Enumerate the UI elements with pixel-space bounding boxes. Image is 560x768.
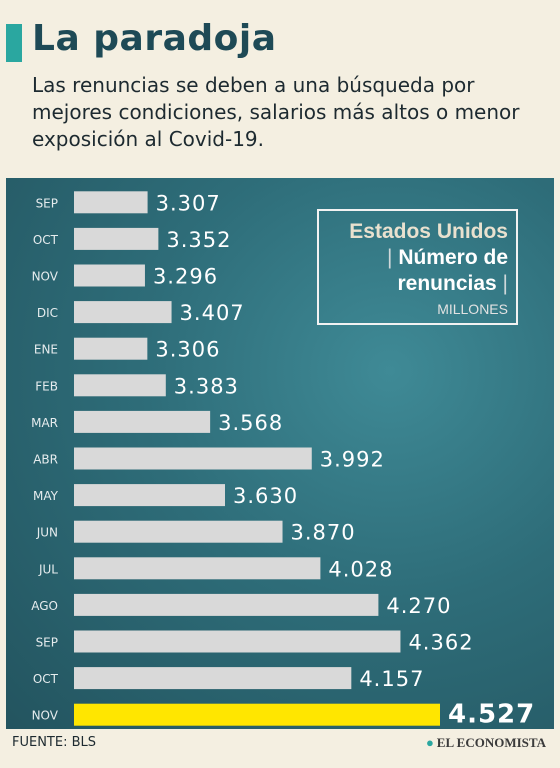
bar — [74, 630, 401, 653]
data-label: 4.028 — [328, 557, 393, 581]
data-label: 3.352 — [166, 228, 231, 252]
data-label: 4.362 — [408, 631, 473, 655]
data-label: 3.407 — [180, 301, 245, 325]
legend-unit: MILLONES — [437, 301, 508, 317]
category-label: SEP — [36, 196, 58, 210]
category-label: JUL — [38, 562, 58, 576]
bar — [74, 447, 312, 470]
category-label: NOV — [32, 709, 59, 723]
data-label: 3.296 — [153, 265, 218, 289]
bar — [74, 557, 321, 580]
category-label: NOV — [32, 270, 59, 284]
bar — [74, 520, 283, 543]
data-label: 4.157 — [359, 667, 424, 691]
legend-box: Estados Unidos | Número de renuncias | M… — [317, 209, 518, 325]
category-label: OCT — [33, 233, 59, 247]
category-label: AGO — [31, 599, 58, 613]
header: La paradoja Las renuncias se deben a una… — [0, 0, 560, 178]
brand-dot-icon: ● — [425, 735, 434, 750]
bar — [74, 264, 145, 287]
category-label: JUN — [36, 526, 58, 540]
bar — [74, 337, 148, 360]
data-label: 3.307 — [156, 191, 221, 215]
category-label: MAY — [33, 489, 59, 503]
legend-metric-line: | Número de renuncias | — [387, 246, 508, 295]
bar — [74, 593, 379, 616]
bar — [74, 374, 166, 397]
category-label: ENE — [34, 343, 58, 357]
page-title: La paradoja — [32, 18, 277, 59]
data-label: 3.306 — [155, 338, 220, 362]
bar — [74, 410, 211, 433]
category-label: MAR — [31, 416, 58, 430]
legend-metric: Número de renuncias — [397, 246, 508, 295]
title-accent-bar — [6, 24, 22, 62]
data-label: 3.630 — [233, 484, 298, 508]
bar — [74, 227, 159, 250]
brand-logo: ● EL ECONOMISTA — [426, 735, 546, 751]
category-label: FEB — [35, 379, 58, 393]
category-label: OCT — [33, 672, 59, 686]
data-label: 3.568 — [218, 411, 283, 435]
bar — [74, 667, 352, 690]
bar — [74, 301, 172, 324]
brand-name: EL ECONOMISTA — [436, 735, 546, 750]
category-label: DIC — [37, 306, 58, 320]
bar-chart: SEP 3.307 OCT 3.352 NOV 3.296 DIC 3.407 ENE 3.306… — [31, 191, 535, 729]
source-note: FUENTE: BLS — [12, 735, 97, 750]
bar — [74, 191, 148, 214]
data-label: 3.383 — [174, 374, 239, 398]
page-subtitle: Las renuncias se deben a una búsqueda po… — [32, 73, 520, 151]
bar — [74, 484, 226, 507]
data-label: 4.527 — [448, 700, 535, 729]
data-label: 3.870 — [291, 521, 356, 545]
bar-highlight — [74, 703, 440, 726]
data-label: 3.992 — [320, 448, 385, 472]
category-label: SEP — [36, 636, 58, 650]
legend-country: Estados Unidos — [349, 220, 508, 243]
category-label: ABR — [33, 453, 58, 467]
data-label: 4.270 — [386, 594, 451, 618]
chart-panel: SEP 3.307 OCT 3.352 NOV 3.296 DIC 3.407 ENE 3.306… — [6, 178, 554, 729]
